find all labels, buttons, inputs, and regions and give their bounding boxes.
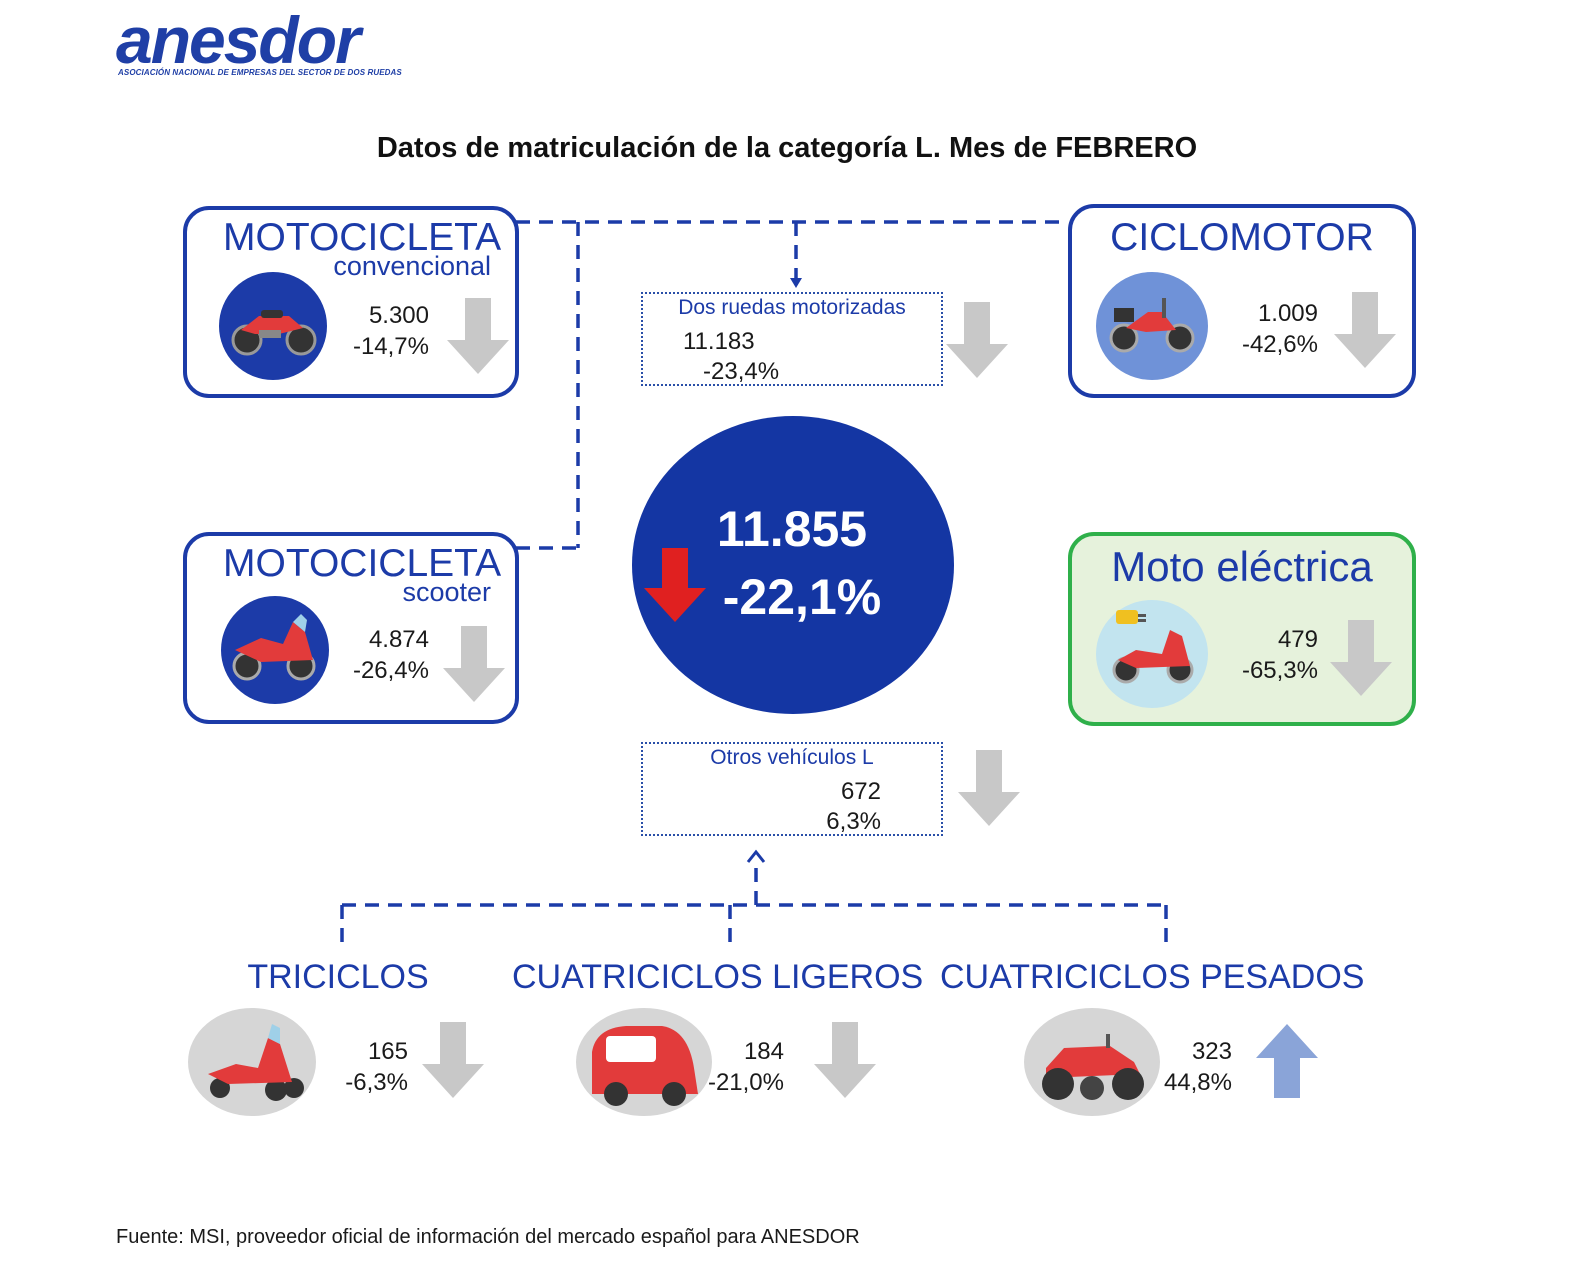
card-title: CICLOMOTOR [1110, 216, 1374, 259]
down-arrow-icon [443, 626, 505, 702]
down-arrow-icon [422, 1022, 484, 1098]
down-arrow-icon [1334, 292, 1396, 368]
card-subtitle: scooter [402, 577, 491, 607]
change: -65,3% [1241, 657, 1318, 684]
change: 6,3% [826, 808, 881, 835]
card-ciclomotor: CICLOMOTOR 1.009 -42,6% [1068, 204, 1416, 398]
change: -42,6% [1241, 331, 1318, 358]
card-title: Moto eléctrica [1111, 543, 1373, 590]
electric-scooter-icon [1096, 600, 1208, 708]
microcar-icon [576, 1008, 712, 1116]
down-arrow-icon [946, 302, 1008, 378]
quad-icon [1024, 1008, 1160, 1116]
scooter-icon [221, 596, 329, 704]
change: -14,7% [352, 333, 429, 360]
triciclos-change: -6,3% [345, 1069, 408, 1096]
down-arrow-icon [1330, 620, 1392, 696]
down-arrow-icon [814, 1022, 876, 1098]
cuatriciclos-pesados-value: 323 [1191, 1038, 1232, 1065]
box-label: Otros vehículos L [710, 746, 874, 769]
change: -23,4% [703, 358, 780, 385]
cuatriciclos-ligeros-title: CUATRICICLOS LIGEROS [512, 958, 924, 996]
card-moto-convencional: MOTOCICLETA convencional 5.300 -14,7% [183, 206, 519, 398]
red-down-arrow-icon [644, 548, 706, 622]
total-value: 11.855 [716, 501, 868, 557]
card-title: MOTOCICLETA [223, 542, 502, 585]
card-moto-electrica: Moto eléctrica 479 -65,3% [1068, 532, 1416, 726]
motorcycle-icon [219, 272, 327, 380]
brand-subtitle: ASOCIACIÓN NACIONAL DE EMPRESAS DEL SECT… [118, 68, 402, 77]
card-title: MOTOCICLETA [223, 216, 502, 259]
value: 479 [1277, 626, 1318, 653]
value: 5.300 [368, 302, 429, 329]
source-note: Fuente: MSI, proveedor oficial de inform… [116, 1226, 860, 1248]
page-title: Datos de matriculación de la categoría L… [376, 132, 1198, 164]
down-arrow-icon [958, 750, 1020, 826]
change: -26,4% [352, 657, 429, 684]
brand-logo: anesdor [116, 3, 361, 77]
otros-box: Otros vehículos L 672 6,3% [641, 742, 943, 836]
box-label: Dos ruedas motorizadas [678, 296, 906, 319]
tricycle-icon [188, 1008, 316, 1116]
value: 4.874 [368, 626, 429, 653]
value: 11.183 [683, 328, 755, 355]
card-moto-scooter: MOTOCICLETA scooter 4.874 -26,4% [183, 532, 519, 724]
card-subtitle: convencional [333, 251, 491, 281]
cuatriciclos-pesados-change: 44,8% [1163, 1069, 1232, 1096]
cuatriciclos-ligeros-value: 184 [743, 1038, 784, 1065]
cuatriciclos-ligeros-change: -21,0% [707, 1069, 784, 1096]
up-arrow-icon [1256, 1024, 1318, 1098]
cuatriciclos-pesados-title: CUATRICICLOS PESADOS [940, 958, 1365, 996]
dos-ruedas-box: Dos ruedas motorizadas 11.183 -23,4% [641, 292, 943, 386]
arrowhead-down-icon [790, 278, 802, 288]
triciclos-value: 165 [367, 1038, 408, 1065]
value: 1.009 [1257, 300, 1318, 327]
triciclos-title: TRICICLOS [247, 958, 429, 996]
down-arrow-icon [447, 298, 509, 374]
moped-icon [1096, 272, 1208, 380]
arrowhead-up-icon [746, 849, 766, 863]
value: 672 [840, 778, 881, 805]
total-change: -22,1% [722, 569, 882, 625]
